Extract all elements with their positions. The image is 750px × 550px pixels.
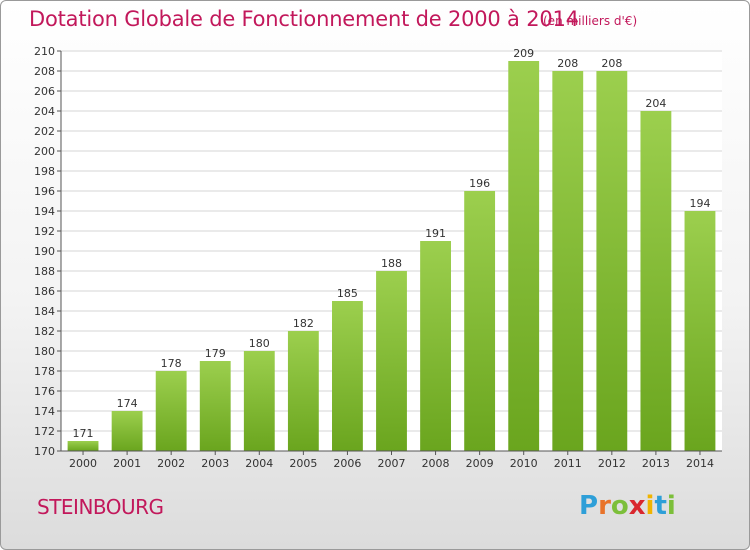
x-tick-label-2003: 2003 xyxy=(201,457,229,470)
data-label-2000: 171 xyxy=(73,427,94,440)
y-tick-label: 172 xyxy=(34,425,55,438)
bar-2008 xyxy=(420,241,451,451)
bar-2013 xyxy=(640,111,672,451)
y-tick-label: 194 xyxy=(34,205,55,218)
y-tick-label: 170 xyxy=(34,445,55,458)
data-label-2005: 182 xyxy=(293,317,314,330)
x-tick-label-2010: 2010 xyxy=(510,457,538,470)
y-tick-label: 178 xyxy=(34,365,55,378)
bar-2010 xyxy=(508,61,540,451)
logo-letter: i xyxy=(645,491,655,521)
y-tick-label: 186 xyxy=(34,285,55,298)
data-label-2009: 196 xyxy=(469,177,490,190)
chart-title: Dotation Globale de Fonctionnement de 20… xyxy=(29,7,579,31)
bar-series xyxy=(67,61,716,451)
logo-letter: x xyxy=(628,491,646,521)
y-tick-label: 202 xyxy=(34,125,55,138)
bar-2006 xyxy=(332,301,363,451)
data-label-2011: 208 xyxy=(557,57,578,70)
y-tick-label: 192 xyxy=(34,225,55,238)
y-tick-label: 188 xyxy=(34,265,55,278)
bar-2004 xyxy=(243,351,275,451)
x-axis: 2000 2001 2002 2003 2004 2005 2006 2007 2008 2009… xyxy=(61,450,722,470)
y-tick-label: 180 xyxy=(34,345,55,358)
bar-2001 xyxy=(111,411,143,451)
bar-2003 xyxy=(199,361,231,451)
x-tick-label-2013: 2013 xyxy=(642,457,670,470)
data-label-2003: 179 xyxy=(205,347,226,360)
data-label-2002: 178 xyxy=(161,357,182,370)
x-tick-label-2004: 2004 xyxy=(245,457,273,470)
bar-2000 xyxy=(67,441,99,451)
data-label-2013: 204 xyxy=(645,97,666,110)
y-tick-label: 206 xyxy=(34,85,55,98)
data-label-2012: 208 xyxy=(601,57,622,70)
y-tick-label: 182 xyxy=(34,325,55,338)
x-tick-label-2007: 2007 xyxy=(378,457,406,470)
y-tick-label: 208 xyxy=(34,65,55,78)
y-tick-label: 196 xyxy=(34,185,55,198)
x-tick-label-2005: 2005 xyxy=(289,457,317,470)
x-tick-label-2006: 2006 xyxy=(333,457,361,470)
x-tick-label-2012: 2012 xyxy=(598,457,626,470)
bar-2011 xyxy=(552,71,584,451)
data-label-2006: 185 xyxy=(337,287,358,300)
chart-unit-label: (en milliers d'€) xyxy=(543,14,638,28)
x-tick-label-2000: 2000 xyxy=(69,457,97,470)
data-label-2010: 209 xyxy=(513,47,534,60)
y-tick-label: 174 xyxy=(34,405,55,418)
bar-2014 xyxy=(684,211,716,451)
logo-letter: o xyxy=(610,491,629,521)
logo-letter: r xyxy=(598,491,611,521)
data-label-2001: 174 xyxy=(117,397,138,410)
data-label-2007: 188 xyxy=(381,257,402,270)
x-tick-label-2001: 2001 xyxy=(113,457,141,470)
y-tick-label: 200 xyxy=(34,145,55,158)
bar-2002 xyxy=(155,371,187,451)
y-tick-label: 210 xyxy=(34,45,55,58)
y-tick-label: 204 xyxy=(34,105,55,118)
bar-2009 xyxy=(464,191,496,451)
x-tick-label-2011: 2011 xyxy=(554,457,582,470)
x-tick-label-2002: 2002 xyxy=(157,457,185,470)
data-label-2004: 180 xyxy=(249,337,270,350)
y-tick-label: 184 xyxy=(34,305,55,318)
bar-2007 xyxy=(376,271,407,451)
logo-letter: P xyxy=(579,491,599,521)
data-label-2008: 191 xyxy=(425,227,446,240)
data-labels: 171 174 178 179 180 182 185 188 191 196 209 208 208 2… xyxy=(73,47,711,440)
proxiti-logo: Proxiti xyxy=(579,491,676,521)
y-tick-label: 176 xyxy=(34,385,55,398)
x-tick-label-2008: 2008 xyxy=(422,457,450,470)
x-tick-label-2014: 2014 xyxy=(686,457,714,470)
bar-2012 xyxy=(596,71,628,451)
y-tick-label: 190 xyxy=(34,245,55,258)
data-label-2014: 194 xyxy=(689,197,710,210)
logo-letter: t xyxy=(654,491,667,521)
x-tick-label-2009: 2009 xyxy=(466,457,494,470)
y-tick-label: 198 xyxy=(34,165,55,178)
bar-2005 xyxy=(287,331,319,451)
logo-letter: i xyxy=(666,491,676,521)
y-axis: 170 172 174 176 178 180 182 184 186 188 190 192 194 1… xyxy=(34,45,62,458)
commune-name: STEINBOURG xyxy=(37,495,164,519)
